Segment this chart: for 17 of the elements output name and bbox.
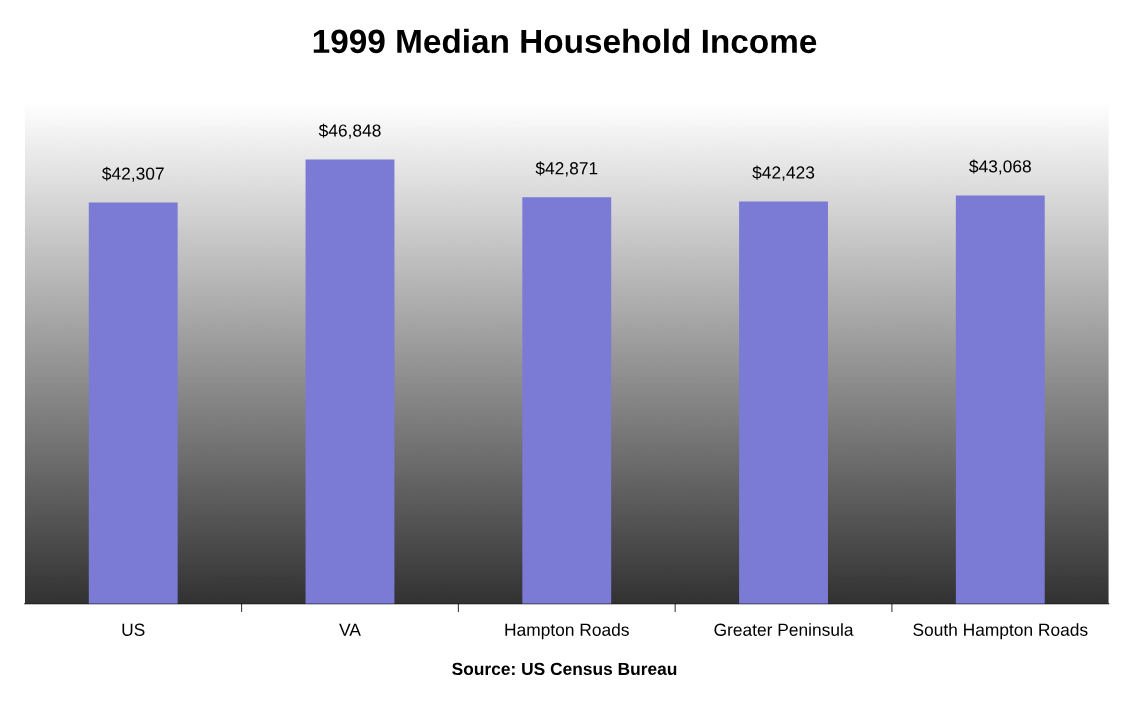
bar: [305, 159, 395, 604]
data-label: $46,848: [318, 123, 381, 139]
chart-title: 1999 Median Household Income: [313, 28, 817, 54]
bar: [522, 197, 612, 604]
x-tick-label: Greater Peninsula: [714, 623, 854, 636]
x-tick-label: VA: [339, 623, 361, 636]
source-note: Source: US Census Bureau: [452, 662, 677, 676]
data-label: $42,423: [752, 165, 815, 181]
data-label: $42,871: [535, 161, 598, 177]
x-tick-label: Hampton Roads: [505, 623, 629, 640]
bar: [955, 195, 1045, 604]
data-label: $42,307: [102, 166, 164, 182]
x-tick-label: US: [122, 623, 145, 636]
data-label: $43,068: [969, 159, 1031, 175]
bar: [88, 202, 178, 604]
bar: [739, 201, 828, 604]
x-tick-label: South Hampton Roads: [913, 623, 1088, 640]
